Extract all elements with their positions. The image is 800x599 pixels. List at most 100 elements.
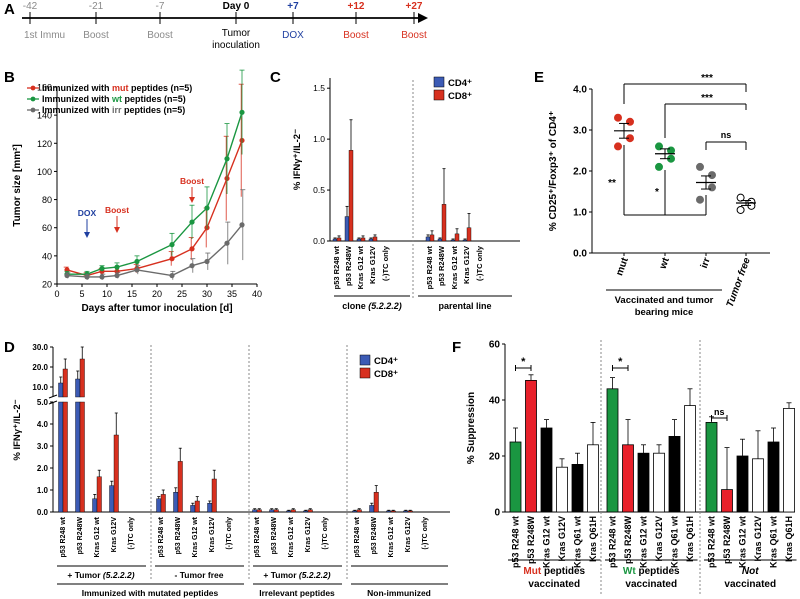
bar-cd8 <box>466 227 472 242</box>
suppression-bar <box>684 405 696 513</box>
bar-cd8 <box>307 509 313 513</box>
bar-cd8 <box>177 461 183 513</box>
bar-cd4 <box>437 238 443 242</box>
category-label: Kras G12V <box>209 517 216 553</box>
timeline-event-label: Tumor <box>222 28 251 39</box>
group-label: parental line <box>438 301 491 311</box>
y-tick-label: 0.5 <box>313 185 325 195</box>
group-label: Mut peptides <box>523 566 585 577</box>
data-point <box>189 263 195 269</box>
panel-letter-d: D <box>4 339 15 356</box>
category-label: Kras G12V <box>305 517 312 553</box>
ifng-clone-chart: 0.00.51.01.5% IFNγ⁺/IL-2⁻p53 R248 wt p53 … <box>292 76 520 311</box>
suppression-bar <box>783 407 795 513</box>
category-label: Kras G12 wt <box>288 516 295 557</box>
bar-cd8 <box>256 509 262 513</box>
group-label: Vaccinated and tumor <box>615 295 714 306</box>
bar-cd4 <box>173 492 179 513</box>
category-label: p53 R248 wt <box>608 516 618 568</box>
bar-cd4 <box>156 498 162 513</box>
y-tick-label: 10.0 <box>32 383 48 392</box>
significance-label: ** <box>608 178 616 189</box>
legend-swatch <box>433 76 445 88</box>
category-label: (-)TC only <box>381 245 390 281</box>
bar-cd4 <box>190 505 196 513</box>
data-point <box>169 242 175 248</box>
timeline-event-label: Boost <box>401 30 427 41</box>
bar-cd4 <box>207 503 213 513</box>
legend-swatch <box>433 89 445 101</box>
bar-cd4 <box>269 509 275 513</box>
bar-cd4 <box>368 238 374 242</box>
panel-letter-f: F <box>452 339 461 356</box>
category-label: Kras G12 wt <box>639 516 649 568</box>
bar-cd4 <box>403 510 409 513</box>
timeline-event-label: Boost <box>147 30 173 41</box>
y-tick-label: 20 <box>42 280 52 290</box>
bar-cd8 <box>290 509 296 513</box>
group-label: vaccinated <box>528 579 580 590</box>
bar-cd4-upper <box>75 378 81 398</box>
dox-arrowhead <box>84 232 90 238</box>
category-label: Tumor free <box>725 256 753 309</box>
y-axis-label: % IFNγ⁺/IL-2⁻ <box>292 129 303 190</box>
suppression-bar <box>736 455 749 513</box>
x-axis-label: Days after tumor inoculation [d] <box>81 303 232 314</box>
data-point <box>239 222 245 228</box>
bar-cd4 <box>352 510 358 513</box>
suppression-bar <box>752 458 764 513</box>
legend-swatch-marker <box>30 107 36 113</box>
timeline-day-label: -21 <box>89 1 104 12</box>
bar-cd8 <box>336 237 342 242</box>
y-tick-label: 2.0 <box>37 464 49 473</box>
bar-cd8 <box>273 509 279 513</box>
boost-arrowhead <box>114 227 120 233</box>
category-label: p53 R248W <box>344 245 353 286</box>
bar-cd4 <box>386 510 392 513</box>
significance-label: * <box>655 187 659 198</box>
data-point <box>736 193 745 202</box>
group-label: + Tumor (5.2.2.2) <box>67 570 134 580</box>
data-point <box>134 258 140 265</box>
boost-annotation: Boost <box>105 205 129 215</box>
treg-scatter-chart: 0.0 1.0 2.0 3.0 4.0 % CD25⁺/Foxp3⁺ of CD4⁺ mut… <box>548 73 770 318</box>
legend-label: CD8⁺ <box>374 369 398 380</box>
boost-annotation: Boost <box>180 176 204 186</box>
x-tick-label: 15 <box>127 289 137 299</box>
supergroup-label: Non-immunized <box>367 588 431 598</box>
panel-letter-a: A <box>4 1 15 18</box>
y-tick-label: 0 <box>494 508 500 519</box>
category-label: p53 R248W <box>77 517 84 555</box>
bar-cd8 <box>96 476 102 513</box>
y-tick-label: 120 <box>37 139 52 149</box>
x-tick-label: 0 <box>54 289 59 299</box>
bar-cd4 <box>450 239 456 242</box>
data-point <box>204 205 210 211</box>
category-label: (-)TC only <box>422 517 429 550</box>
data-point <box>224 240 230 246</box>
x-tick-label: 35 <box>227 289 237 299</box>
suppression-bar <box>637 452 650 513</box>
x-tick-label: 25 <box>177 289 187 299</box>
data-point <box>614 142 622 151</box>
data-point <box>224 156 230 162</box>
timeline-event-label: Boost <box>343 30 369 41</box>
group-label: vaccinated <box>625 579 677 590</box>
bar-cd8 <box>407 510 413 513</box>
supergroup-label: Irrelevant peptides <box>259 588 335 598</box>
significance-label: *** <box>701 73 713 84</box>
ifng-immunized-chart: 0.0 1.0 2.0 3.0 4.0 5.0 10.0 20.0 30.0 % IFNγ⁺/IL… <box>12 343 450 598</box>
y-tick-label: 3.0 <box>37 442 49 451</box>
suppression-bar <box>606 388 619 513</box>
data-point <box>134 267 140 273</box>
y-tick-label: 40 <box>489 396 501 407</box>
y-tick-label: 30.0 <box>32 343 48 352</box>
significance-label: ns <box>714 407 725 417</box>
data-point <box>169 272 175 279</box>
group-label: Wt peptides <box>623 566 680 577</box>
bar-cd4 <box>303 510 309 513</box>
y-axis-label: % CD25⁺/Foxp3⁺ of CD4⁺ <box>548 111 559 231</box>
y-axis-label: % Suppression <box>466 392 477 464</box>
category-label: (-)TC only <box>322 517 329 550</box>
